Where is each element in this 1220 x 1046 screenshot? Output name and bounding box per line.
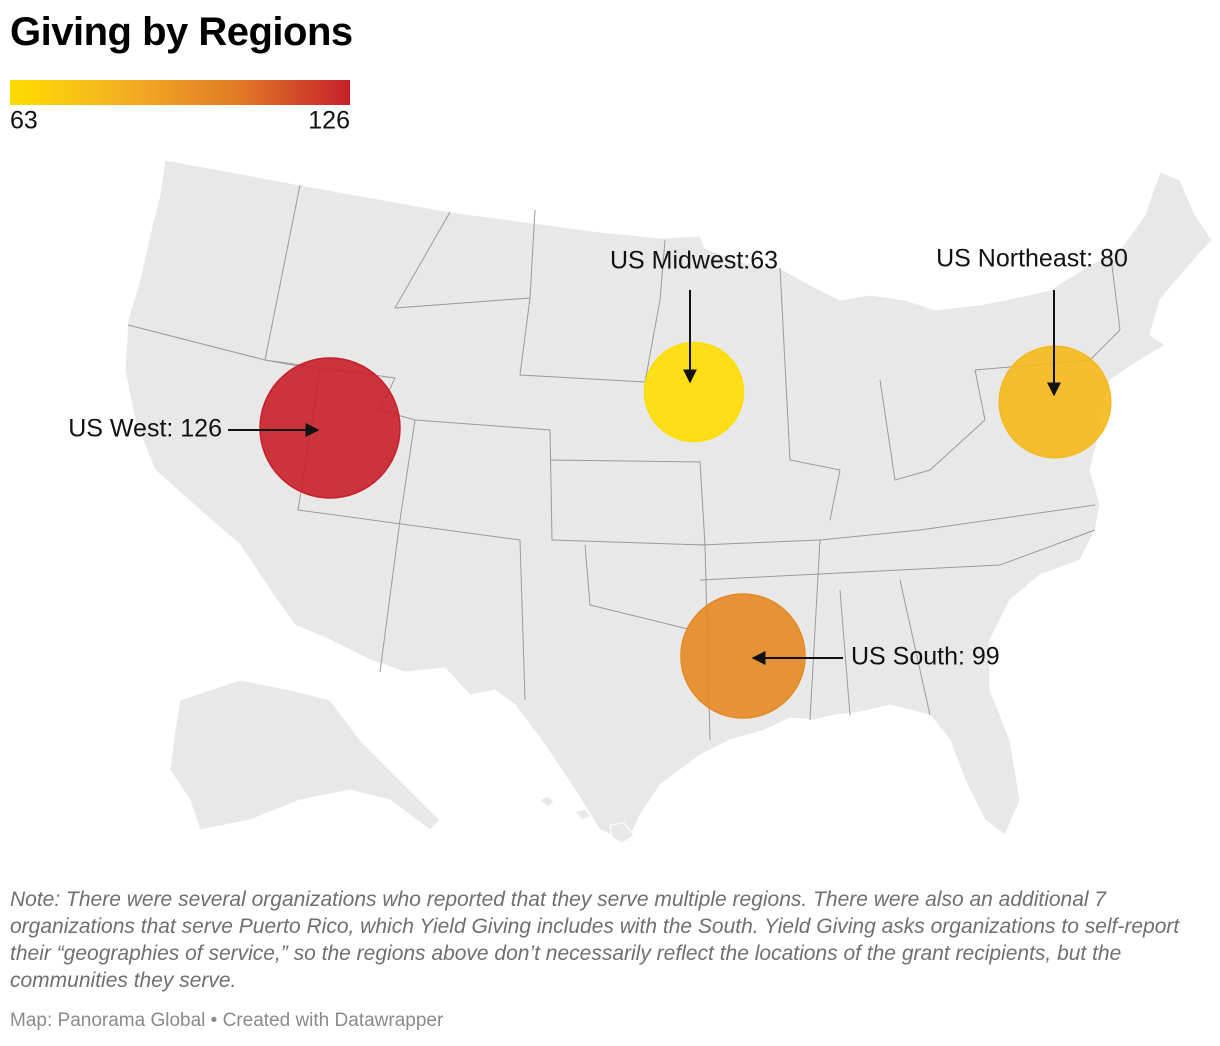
region-label: US Midwest:63	[610, 247, 778, 275]
region-label: US West: 126	[68, 415, 222, 443]
title: Giving by Regions	[10, 10, 353, 54]
bubbles	[259, 341, 1112, 719]
map: 63 126 US West: 126 US Midwest:63 US North…	[10, 80, 1213, 844]
bubble	[259, 357, 401, 499]
region-label: US Northeast: 80	[936, 245, 1128, 273]
region-label: US South: 99	[851, 643, 1000, 671]
legend-bar	[10, 80, 350, 105]
legend-max: 126	[308, 107, 350, 135]
legend-min: 63	[10, 107, 38, 135]
labels: US West: 126 US Midwest:63 US Northeast: 8…	[68, 245, 1128, 671]
bubble	[680, 593, 806, 719]
credit: Map: Panorama Global • Created with Data…	[10, 1010, 444, 1031]
us-land	[124, 159, 1213, 844]
bubble	[643, 341, 745, 443]
note: Note: There were several organizations w…	[10, 888, 1180, 992]
